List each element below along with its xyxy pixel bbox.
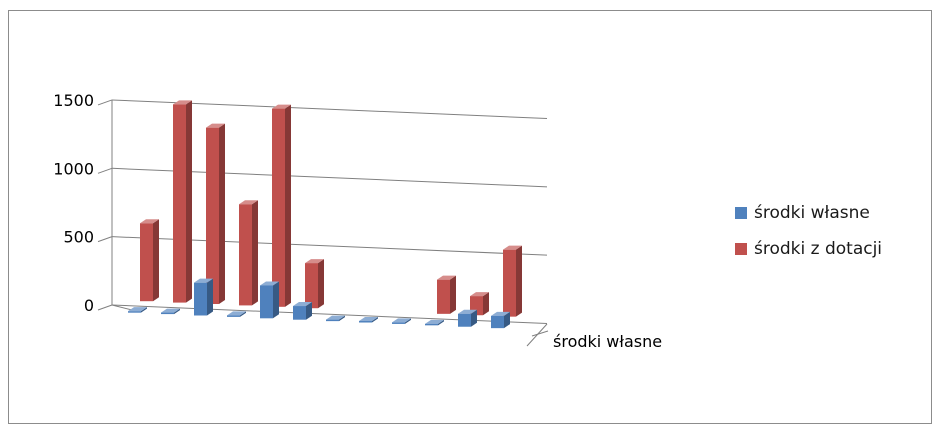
legend-swatch-srodki-wlasne	[735, 207, 747, 219]
bar-wlasne-8-top	[359, 317, 378, 322]
bar-dotacji-12-side	[516, 245, 522, 317]
y-tick-label-0: 0	[84, 296, 94, 315]
bar-dotacji-10-side	[450, 275, 456, 314]
bar-dotacji-3	[206, 127, 219, 305]
bar-wlasne-1-top	[128, 307, 147, 312]
y-tick-1500	[97, 99, 113, 106]
bar-wlasne-9	[392, 322, 405, 324]
bar-dotacji-5	[272, 108, 285, 307]
bar-dotacji-10	[437, 279, 450, 314]
bar-wlasne-9-side	[405, 318, 411, 324]
bar-wlasne-2-side	[174, 308, 180, 315]
bar-wlasne-8	[359, 321, 372, 323]
bar-wlasne-7	[326, 319, 339, 322]
bar-wlasne-1	[128, 311, 141, 313]
bar-dotacji-2-side	[186, 100, 192, 303]
bar-wlasne-5-side	[273, 281, 279, 319]
legend: środki własne środki z dotacji	[735, 195, 882, 267]
bar-dotacji-2-top	[173, 100, 192, 105]
bar-wlasne-12-top	[491, 311, 510, 316]
bar-wlasne-6	[293, 306, 306, 320]
legend-label-srodki-z-dotacji: środki z dotacji	[754, 239, 883, 259]
bar-wlasne-2-top	[161, 308, 180, 313]
bar-dotacji-6-top	[305, 259, 324, 264]
bar-wlasne-11	[458, 313, 471, 327]
bar-dotacji-4-top	[239, 200, 258, 205]
bar-wlasne-12-side	[504, 311, 510, 329]
y-tick-label-1500: 1500	[53, 91, 94, 110]
bar-wlasne-11-side	[471, 309, 477, 327]
bar-dotacji-11-top	[470, 292, 489, 297]
bar-wlasne-4	[227, 315, 240, 317]
bar-dotacji-4-side	[252, 200, 258, 306]
y-tick-0	[97, 304, 113, 311]
chart-frame	[8, 10, 932, 424]
depth-tick	[531, 330, 549, 337]
bar-wlasne-5	[260, 285, 273, 319]
y-tick-label-500: 500	[63, 228, 94, 247]
bar-dotacji-5-side	[285, 104, 291, 307]
bar-wlasne-9-top	[392, 318, 411, 323]
bar-wlasne-7-top	[326, 315, 345, 320]
bar-dotacji-10-top	[437, 275, 456, 280]
legend-label-srodki-wlasne: środki własne	[754, 203, 870, 223]
y-tick-label-1000: 1000	[53, 159, 94, 178]
bar-wlasne-11-top	[458, 309, 477, 314]
bar-dotacji-5-top	[272, 104, 291, 109]
bar-dotacji-4	[239, 204, 252, 306]
bar-wlasne-10-side	[438, 319, 444, 326]
bar-dotacji-6-side	[318, 259, 324, 309]
bar-dotacji-12	[503, 249, 516, 317]
bar-wlasne-10-top	[425, 319, 444, 324]
legend-swatch-srodki-z-dotacji	[735, 243, 747, 255]
bar-dotacji-2	[173, 104, 186, 303]
bar-wlasne-2	[161, 312, 174, 315]
bar-dotacji-3-top	[206, 123, 225, 128]
bar-dotacji-1-side	[153, 219, 159, 302]
bar-dotacji-1-top	[140, 219, 159, 224]
bar-wlasne-3-side	[207, 278, 213, 316]
floor-left-edge	[111, 304, 133, 311]
bar-wlasne-10	[425, 323, 438, 326]
bar-wlasne-3-top	[194, 278, 213, 283]
bar-dotacji-12-top	[503, 245, 522, 250]
legend-item-srodki-wlasne: środki własne	[735, 195, 882, 231]
bar-wlasne-6-top	[293, 302, 312, 307]
bar-wlasne-3	[194, 282, 207, 316]
bar-wlasne-8-side	[372, 317, 378, 323]
bar-wlasne-1-side	[141, 307, 147, 313]
bar-wlasne-7-side	[339, 315, 345, 322]
y-tick-1000	[97, 167, 113, 174]
bar-dotacji-6	[305, 263, 318, 309]
bar-dotacji-1	[140, 223, 153, 302]
depth-axis-label: środki własne	[553, 332, 662, 351]
bar-wlasne-4-side	[240, 311, 246, 317]
floor-right-edge	[526, 323, 548, 347]
bar-wlasne-5-top	[260, 281, 279, 286]
bar-dotacji-11-side	[483, 292, 489, 316]
y-tick-500	[97, 236, 113, 243]
bar-dotacji-3-side	[219, 123, 225, 305]
bar-wlasne-4-top	[227, 311, 246, 316]
legend-item-srodki-z-dotacji: środki z dotacji	[735, 231, 882, 267]
bar-wlasne-12	[491, 315, 504, 329]
bar-wlasne-6-side	[306, 302, 312, 320]
